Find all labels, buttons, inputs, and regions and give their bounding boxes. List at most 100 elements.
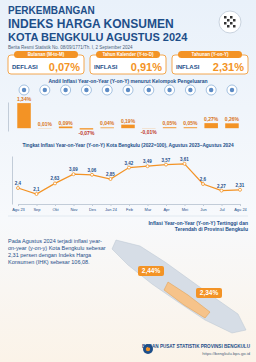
bar — [225, 123, 239, 128]
tick-label: Mei — [182, 207, 189, 212]
chart-title: Tingkat Inflasi Year-on-Year (Y-on-Y) Ko… — [22, 143, 234, 148]
footer-url: https://bengkulu.bps.go.id — [202, 351, 250, 356]
subtitle: Berita Resmi Statistik No. 08/09/1771/Th… — [8, 45, 133, 50]
data-label: 0,01% — [38, 121, 53, 127]
tick-label: Des — [89, 207, 96, 212]
group-icon — [227, 85, 237, 95]
box-label: Tahunan (Y-on-Y) — [192, 52, 229, 57]
title: INDEKS HARGA KONSUMEN — [8, 17, 174, 31]
callout-box — [196, 288, 222, 298]
page: PERKEMBANGANINDEKS HARGA KONSUMENKOTA BE… — [0, 0, 256, 362]
summary-box: Bulanan (M-to-M)DEFLASI0,07% — [8, 51, 84, 74]
box-label: Tahun Kalender (Y-to-D) — [102, 52, 154, 57]
map-island — [112, 240, 246, 333]
chart-title: Andil Inflasi Year-on-Year (Y-on-Y) menu… — [48, 78, 207, 84]
tick-label: Jan 24 — [105, 207, 118, 212]
bars — [17, 103, 238, 129]
group-icon — [102, 85, 112, 95]
data-label: 0,26% — [225, 116, 240, 122]
line — [18, 164, 240, 194]
point — [35, 193, 38, 196]
tick-mark — [18, 204, 19, 206]
group-icon-inner — [105, 88, 109, 92]
point — [183, 162, 186, 165]
line-series — [17, 162, 242, 195]
group-icon — [144, 85, 154, 95]
tick: Okt — [52, 204, 59, 212]
background — [0, 0, 256, 362]
tick: Agu 23 — [12, 204, 25, 212]
map-province — [164, 282, 210, 318]
qr-cell — [230, 16, 233, 19]
data-label: 3,06 — [88, 168, 97, 173]
tick-label: Nov — [70, 207, 77, 212]
group-icon-inner — [84, 88, 88, 92]
point — [239, 188, 242, 191]
group-icon-inner — [43, 88, 47, 92]
tick-label: Feb — [126, 207, 134, 212]
point — [146, 165, 149, 168]
data-label: 0,05% — [183, 120, 198, 126]
group-icon — [61, 85, 71, 95]
tick-mark — [203, 204, 204, 206]
group-icon-inner — [63, 88, 67, 92]
tick-label: Jun — [200, 207, 206, 212]
tick-mark — [222, 204, 223, 206]
tick: Jun — [200, 204, 206, 212]
tick: Sep — [33, 204, 41, 212]
axis-line — [12, 157, 13, 205]
data-label: 0,04% — [100, 120, 115, 126]
box-tab — [178, 51, 242, 58]
tick-label: Mar — [145, 207, 153, 212]
tick-mark — [111, 204, 112, 206]
data-label: -0,07% — [78, 130, 94, 136]
bar — [38, 128, 52, 129]
box-value: 0,91% — [131, 61, 162, 73]
point — [91, 173, 94, 176]
point — [128, 166, 131, 169]
title: PERKEMBANGAN — [8, 5, 95, 16]
bar — [121, 125, 135, 129]
tick-mark — [37, 204, 38, 206]
tick: Mar — [145, 204, 153, 212]
tick-label: Sep — [33, 207, 41, 212]
box-value: 2,31% — [213, 61, 244, 73]
note: Pada Agustus 2024 terjadi inflasi year-o… — [8, 238, 106, 266]
tick: Jan 24 — [105, 204, 118, 212]
group-icon — [81, 85, 91, 95]
bar — [163, 127, 177, 129]
callout-box — [138, 266, 164, 276]
data-label: 2,6 — [200, 177, 207, 182]
tick-mark — [148, 204, 149, 206]
qr-cell — [230, 22, 233, 25]
data-label: 1,34% — [17, 96, 32, 102]
infographic: PERKEMBANGANINDEKS HARGA KONSUMENKOTA BE… — [0, 0, 256, 362]
data-label: 2,4 — [15, 181, 22, 186]
tick-mark — [240, 204, 241, 206]
group-icon — [165, 85, 175, 95]
callout-label: 2,34% — [200, 289, 219, 297]
box-status: INFLASI — [94, 64, 118, 70]
group-icon — [206, 85, 216, 95]
group-icon-inner — [167, 88, 171, 92]
point — [109, 178, 112, 181]
tick-mark — [55, 204, 56, 206]
box-status: INFLASI — [176, 64, 200, 70]
tick: Jul — [219, 204, 224, 212]
map-callout: 2,34% — [196, 288, 222, 298]
tick: Feb — [126, 204, 134, 212]
summary-box: Tahunan (Y-on-Y) INFLASI 2,31% — [172, 51, 248, 74]
bar — [17, 103, 31, 128]
footer-org: BADAN PUSAT STATISTIK PROVINSI BENGKULU — [142, 344, 251, 349]
data-label: 3,57 — [162, 158, 171, 163]
point — [72, 173, 75, 176]
bar — [184, 127, 198, 129]
callout-label: 2,44% — [142, 267, 161, 275]
map-callout: 2,44% — [138, 266, 164, 276]
group-icon — [19, 85, 29, 95]
data-label: 2,31 — [236, 183, 245, 188]
data-label: 0,19% — [121, 118, 136, 124]
group-icon-inner — [230, 88, 234, 92]
box-status: DEFLASI — [12, 64, 38, 70]
group-icon — [40, 85, 50, 95]
